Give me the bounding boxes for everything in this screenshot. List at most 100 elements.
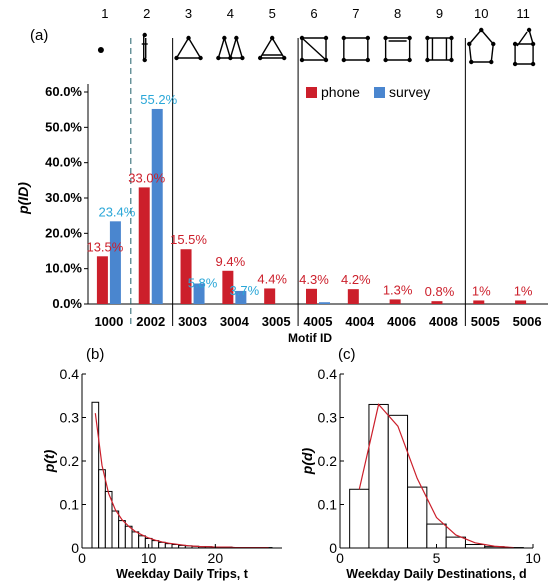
category-label: 1000 [94,314,123,329]
motif-edge [301,37,327,61]
category-label: 4006 [387,314,416,329]
motif-node [530,41,536,47]
x-axis-label: Motif ID [288,331,332,345]
category-label: 4004 [345,314,375,329]
motif-number: 6 [310,6,317,21]
bar-phone [138,187,150,304]
category-label: 4008 [429,314,458,329]
motif-edge [223,37,232,59]
bar-phone [473,300,485,304]
data-label-survey: 3.7% [230,283,260,298]
y-tick-label: 0.2 [60,453,80,469]
motif-edge [490,43,494,63]
bar-survey [319,302,330,304]
histogram-bar [118,520,126,549]
y-tick-label: 0 [71,540,79,556]
data-label-survey: 23.4% [98,204,135,219]
histogram-bar [171,544,180,549]
data-label-phone: 33.0% [128,170,165,185]
y-tick-label: 0.4 [318,366,338,382]
x-tick-label: 0 [336,550,344,566]
motif-node [228,55,233,61]
panel-label: (c) [338,346,356,363]
y-axis-label: p(ID) [15,182,31,215]
histogram-bar [158,541,166,549]
histogram-bar [407,486,428,549]
motif-edge [187,37,202,59]
legend-swatch-survey [374,87,385,98]
motif-node [425,35,430,41]
data-label-phone: 13.5% [86,239,123,254]
x-tick-label: 10 [525,550,541,566]
motif-number: 4 [227,6,234,21]
histogram-bar [138,535,146,549]
y-tick-label: 0.1 [318,497,338,513]
bar-phone [389,299,401,304]
data-label-phone: 9.4% [216,254,246,269]
motif-edge [235,37,244,59]
bar-phone [96,256,108,304]
motif-node [341,35,347,41]
motif-node [407,57,412,63]
motif-node [323,57,329,63]
motif-edge [468,29,482,45]
fit-line [358,403,514,549]
motif-node [365,57,371,63]
bar-phone [515,300,527,304]
motif-node [512,41,518,47]
category-label: 4005 [304,314,333,329]
histogram-bar [124,525,133,549]
motif-node [365,35,371,41]
y-tick-label: 20.0% [45,225,82,240]
x-tick-label: 20 [208,550,224,566]
motif-node [469,59,474,65]
histogram-bar [349,488,370,549]
motif-edge [516,31,528,47]
x-tick-label: 5 [433,550,441,566]
histogram-bar [445,536,466,549]
motif-node [479,27,484,33]
y-tick-label: 0.3 [318,410,338,426]
x-tick-label: 10 [141,550,157,566]
data-label-survey: 55.2% [140,92,177,107]
histogram-bar [164,543,173,549]
motif-node [512,61,518,67]
y-tick-label: 0.4 [60,366,80,382]
bar-survey [235,290,247,304]
motif-edge [175,37,190,59]
motif-edge [229,37,238,59]
y-axis-label: p(d) [299,447,315,475]
data-label-phone: 1% [514,283,533,298]
x-axis-label: Weekday Daily Trips, t [116,567,249,581]
motif-number: 3 [185,6,192,21]
histogram-bar [464,544,486,549]
daily-trips-histogram: (b) 0 0.1 0.2 0.3 0.4 0 10 20 p(t) Weekday Daily T… [41,346,282,581]
motif-node [530,61,536,67]
motif-edge [468,43,472,63]
motif-node [341,57,347,63]
y-tick-label: 0.2 [318,453,338,469]
legend-label-survey: survey [389,84,430,100]
histogram-bar [98,469,106,549]
motif-number: 8 [394,6,401,21]
daily-destinations-histogram: (c) 0 0.1 0.2 0.3 0.4 0 5 10 p(d) Weekday Daily De… [299,346,541,581]
histogram-bar [151,540,160,549]
legend-label-phone: phone [321,84,360,100]
bar-phone [222,270,234,304]
panel-label-a: (a) [30,27,48,44]
motif-number: 7 [352,6,359,21]
category-label: 2002 [136,314,165,329]
bar-phone [180,249,192,304]
motif-node [489,59,494,65]
bar-survey [151,108,163,305]
motif-node [449,57,454,63]
y-tick-label: 0 [329,540,337,556]
motif-number: 1 [101,6,108,21]
data-label-phone: 4.4% [257,271,287,286]
y-tick-label: 60.0% [45,84,82,99]
category-label: 3004 [220,314,250,329]
y-tick-label: 0.0% [52,296,82,311]
motif-node [299,35,305,41]
motif-node [216,55,221,61]
